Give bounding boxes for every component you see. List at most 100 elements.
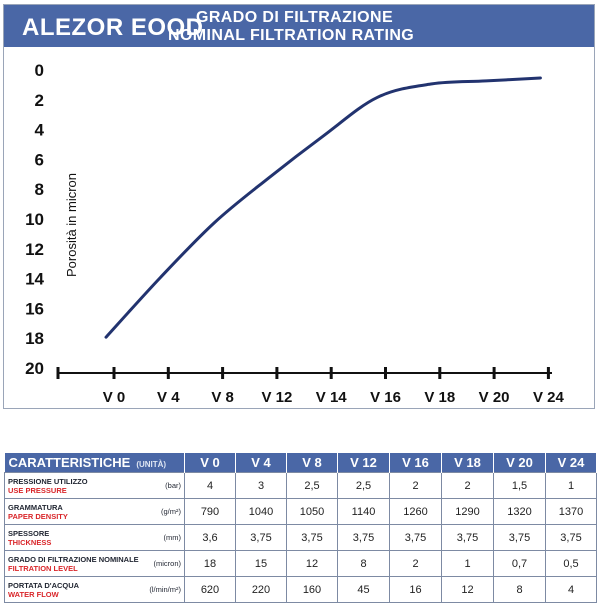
table-cell: 4 [545, 576, 597, 603]
table-cell: 15 [235, 550, 287, 577]
table-row: SPESSORE THICKNESS (mm) 3,6 3,75 3,75 3,75 3,75… [4, 524, 597, 551]
header-label-text: CARATTERISTICHE [8, 455, 131, 470]
column-header: V 12 [337, 453, 390, 473]
table-cell: 1 [545, 472, 597, 499]
x-tick-label: V 8 [211, 389, 234, 406]
row-label-cell: PORTATA D'ACQUA WATER FLOW (l/min/m²) [4, 576, 185, 603]
table-cell: 0,5 [545, 550, 597, 577]
row-unit: (g/m²) [161, 507, 181, 516]
row-label-english: THICKNESS [8, 537, 52, 547]
table-cell: 3 [235, 472, 287, 499]
column-header: V 18 [441, 453, 494, 473]
table-cell: 3,75 [337, 524, 390, 551]
table-cell: 790 [184, 498, 236, 525]
table-cell: 12 [441, 576, 494, 603]
row-label-cell: PRESSIONE UTILIZZO USE PRESSURE (bar) [4, 472, 185, 499]
y-tick-label: 16 [25, 299, 44, 318]
column-header: V 4 [235, 453, 287, 473]
row-label-cell: SPESSORE THICKNESS (mm) [4, 524, 185, 551]
table-cell: 1140 [337, 498, 390, 525]
row-label-italian: GRADO DI FILTRAZIONE NOMINALE [8, 554, 139, 564]
table-cell: 8 [337, 550, 390, 577]
table-cell: 3,75 [493, 524, 546, 551]
y-tick-label: 0 [35, 61, 44, 80]
table-row: PORTATA D'ACQUA WATER FLOW (l/min/m²) 620 22… [4, 576, 597, 603]
header-unit-text: (UNITÀ) [136, 460, 167, 469]
table-cell: 0,7 [493, 550, 546, 577]
row-unit: (micron) [153, 559, 182, 568]
table-cell: 4 [184, 472, 236, 499]
table-cell: 1260 [389, 498, 442, 525]
table-row: GRADO DI FILTRAZIONE NOMINALE FILTRATION … [4, 550, 597, 577]
x-tick-label: V 16 [370, 389, 401, 406]
table-cell: 1040 [235, 498, 287, 525]
table-cell: 1,5 [493, 472, 546, 499]
column-header: V 16 [389, 453, 442, 473]
row-label-italian: GRAMMATURA [8, 502, 63, 512]
table-cell: 18 [184, 550, 236, 577]
table-cell: 3,75 [545, 524, 597, 551]
table-header-label: CARATTERISTICHE (UNITÀ) [4, 453, 185, 473]
table-cell: 220 [235, 576, 287, 603]
chart-title-english: NOMINAL FILTRATION RATING [168, 27, 415, 44]
column-header: V 20 [493, 453, 546, 473]
table-cell: 1290 [441, 498, 494, 525]
x-tick-label: V 0 [103, 389, 126, 406]
y-tick-label: 14 [25, 270, 44, 289]
table-cell: 2 [389, 550, 442, 577]
y-tick-label: 8 [35, 180, 44, 199]
column-header: V 24 [545, 453, 597, 473]
table-cell: 620 [184, 576, 236, 603]
table-cell: 160 [286, 576, 338, 603]
table-cell: 2,5 [337, 472, 390, 499]
x-tick-label: V 4 [157, 389, 180, 406]
table-cell: 1370 [545, 498, 597, 525]
x-tick-label: V 24 [533, 389, 565, 406]
row-label-cell: GRADO DI FILTRAZIONE NOMINALE FILTRATION … [4, 550, 185, 577]
y-tick-label: 6 [35, 150, 44, 169]
y-tick-label: 2 [35, 91, 44, 110]
row-label-english: FILTRATION LEVEL [8, 563, 78, 573]
table-cell: 1320 [493, 498, 546, 525]
table-cell: 8 [493, 576, 546, 603]
table-cell: 3,75 [286, 524, 338, 551]
row-unit: (mm) [163, 533, 182, 542]
row-unit: (bar) [165, 481, 181, 490]
column-header: V 0 [184, 453, 236, 473]
row-label-italian: PORTATA D'ACQUA [8, 580, 80, 590]
table-cell: 16 [389, 576, 442, 603]
row-label-english: PAPER DENSITY [8, 511, 68, 521]
table-row: PRESSIONE UTILIZZO USE PRESSURE (bar) 4 3 2,5… [4, 472, 597, 499]
x-tick-label: V 14 [316, 389, 348, 406]
y-axis-label: Porosità in micron [64, 173, 79, 277]
table-cell: 3,75 [441, 524, 494, 551]
row-unit: (l/min/m²) [149, 585, 181, 594]
table-cell: 1 [441, 550, 494, 577]
x-tick-label: V 18 [424, 389, 455, 406]
y-tick-label: 20 [25, 359, 44, 378]
filtration-series-line [104, 76, 542, 339]
table-cell: 2,5 [286, 472, 338, 499]
company-name: ALEZOR EOOD [22, 14, 204, 41]
chart-title-italian: GRADO DI FILTRAZIONE [196, 9, 394, 26]
table-cell: 45 [337, 576, 390, 603]
row-label-english: USE PRESSURE [8, 485, 67, 495]
y-tick-label: 4 [35, 121, 45, 140]
table-row: GRAMMATURA PAPER DENSITY (g/m²) 790 1040 1050… [4, 498, 597, 525]
table-cell: 3,75 [389, 524, 442, 551]
row-label-italian: PRESSIONE UTILIZZO [8, 476, 88, 486]
table-cell: 2 [441, 472, 494, 499]
chart-panel: ALEZOR EOOD GRADO DI FILTRAZIONE NOMINAL… [3, 4, 595, 409]
chart-header: ALEZOR EOOD GRADO DI FILTRAZIONE NOMINAL… [4, 5, 594, 47]
row-label-cell: GRAMMATURA PAPER DENSITY (g/m²) [4, 498, 185, 525]
y-tick-label: 18 [25, 329, 44, 348]
table-cell: 3,6 [184, 524, 236, 551]
y-tick-label: 10 [25, 210, 44, 229]
table-cell: 3,75 [235, 524, 287, 551]
x-tick-label: V 20 [479, 389, 510, 406]
table-cell: 12 [286, 550, 338, 577]
table-cell: 1050 [286, 498, 338, 525]
row-label-english: WATER FLOW [8, 589, 59, 599]
